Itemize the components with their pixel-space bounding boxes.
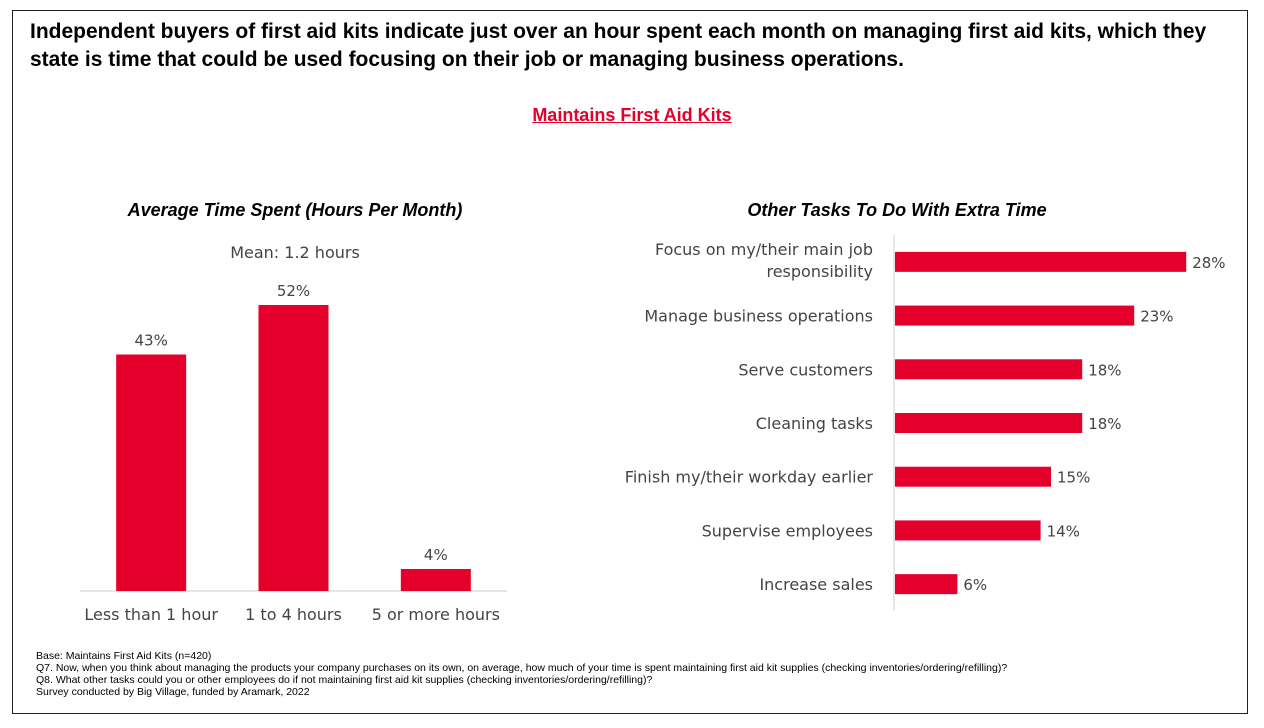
hbar-2: [895, 359, 1083, 380]
hbar-category-label-line: responsibility: [766, 262, 873, 281]
hbar-1: [895, 305, 1135, 326]
hbar-data-label-3: 18%: [1088, 415, 1121, 433]
section-title: Maintains First Aid Kits: [532, 105, 732, 125]
hbar-data-label-0: 28%: [1192, 254, 1225, 272]
data-label-0: 43%: [134, 332, 167, 350]
hbar-data-label-2: 18%: [1088, 361, 1121, 379]
hbar-category-label-5: Supervise employees: [702, 521, 873, 540]
data-label-1: 52%: [277, 282, 310, 300]
hbar-category-label-line: Serve customers: [738, 360, 873, 379]
hbar-data-label-4: 15%: [1057, 469, 1090, 487]
hbar-category-label-0: Focus on my/their main job responsibility: [655, 240, 873, 281]
category-label-0: Less than 1 hour: [84, 605, 218, 624]
hbar-data-label-1: 23%: [1140, 308, 1173, 326]
footnotes: Base: Maintains First Aid Kits (n=420) Q…: [36, 650, 1007, 698]
hbar-category-label-4: Finish my/their workday earlier: [625, 468, 874, 487]
hbar-3: [895, 413, 1083, 433]
hbar-data-label-6: 6%: [963, 576, 987, 594]
hbar-0: [895, 251, 1187, 272]
hbar-category-label-1: Manage business operations: [644, 307, 873, 326]
hbar-category-label-2: Serve customers: [738, 360, 873, 379]
bar-1: [258, 305, 329, 591]
bar-2: [400, 569, 471, 591]
category-label-2: 5 or more hours: [372, 605, 500, 624]
hbar-5: [895, 520, 1041, 541]
hbar-category-label-line: Increase sales: [759, 575, 873, 594]
hbar-6: [895, 574, 958, 595]
footnote-q7: Q7. Now, when you think about managing t…: [36, 662, 1008, 674]
data-label-2: 4%: [424, 546, 448, 564]
hbar-category-label-line: Supervise employees: [702, 521, 873, 540]
hbar-category-label-line: Cleaning tasks: [756, 414, 873, 433]
category-label-1: 1 to 4 hours: [245, 605, 342, 624]
footnote-base: Base: Maintains First Aid Kits (n=420): [36, 650, 212, 662]
footnote-q8: Q8. What other tasks could you or other …: [36, 674, 653, 686]
footnote-source: Survey conducted by Big Village, funded …: [36, 686, 310, 698]
hbar-category-label-line: Focus on my/their main job: [655, 240, 873, 259]
right-chart-title: Other Tasks To Do With Extra Time: [747, 200, 1047, 220]
hbar-category-label-line: Manage business operations: [644, 307, 873, 326]
hbar-category-label-line: Finish my/their workday earlier: [625, 468, 874, 487]
slide-frame: [12, 10, 1248, 714]
hbar-4: [895, 466, 1051, 487]
mean-label: Mean: 1.2 hours: [230, 243, 360, 262]
hbar-category-label-6: Increase sales: [759, 575, 873, 594]
headline: Independent buyers of first aid kits ind…: [30, 20, 1207, 71]
hbar-category-label-3: Cleaning tasks: [756, 414, 873, 433]
left-chart-title: Average Time Spent (Hours Per Month): [127, 200, 463, 220]
bar-0: [116, 354, 187, 591]
hbar-data-label-5: 14%: [1047, 522, 1080, 540]
